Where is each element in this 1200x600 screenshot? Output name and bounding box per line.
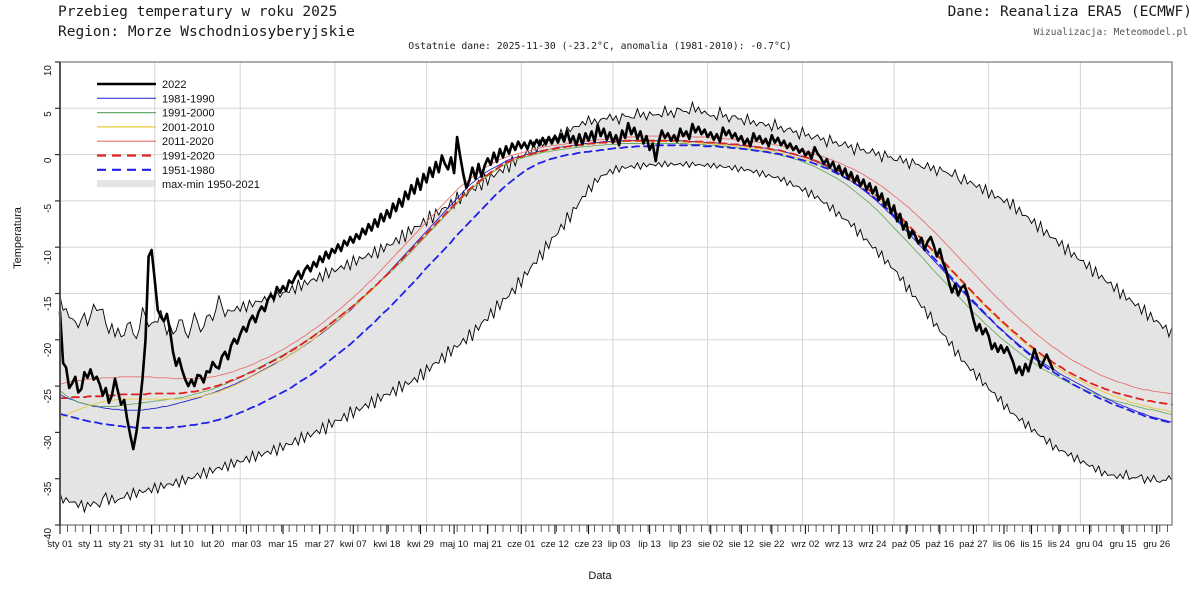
band-min-edge bbox=[59, 160, 1173, 514]
visualization-label: Wizualizacja: Meteomodel.pl bbox=[1033, 27, 1188, 38]
x-tick-label: sie 22 bbox=[759, 539, 784, 550]
x-tick-label: mar 27 bbox=[305, 539, 335, 550]
x-tick-label: paź 05 bbox=[892, 539, 921, 550]
x-tick-label: sie 02 bbox=[698, 539, 723, 550]
x-tick-label: wrz 13 bbox=[824, 539, 853, 550]
x-axis-ticks: sty 01 sty 11 sty 21 sty 31 lut 10 lut 20 mar … bbox=[47, 525, 1170, 550]
legend-label: 1991-2020 bbox=[162, 151, 215, 163]
x-tick-label: paź 16 bbox=[926, 539, 955, 550]
legend: 2022 1981-1990 1991-2000 2001-2010 2011-2020… bbox=[97, 79, 260, 191]
legend-label: 1991-2000 bbox=[162, 108, 215, 120]
y-tick-label: -20 bbox=[43, 342, 54, 357]
series-line-1951-1980 bbox=[59, 144, 1173, 429]
x-tick-label: mar 03 bbox=[232, 539, 262, 550]
x-tick-label: cze 23 bbox=[575, 539, 603, 550]
x-tick-label: lis 06 bbox=[993, 539, 1015, 550]
legend-label: 2001-2010 bbox=[162, 122, 215, 134]
legend-label: 2011-2020 bbox=[162, 136, 214, 148]
chart-title-line2: Region: Morze Wschodniosyberyjskie bbox=[58, 24, 355, 40]
legend-label: 1951-1980 bbox=[162, 165, 215, 177]
x-tick-label: gru 26 bbox=[1143, 539, 1170, 550]
x-tick-label: lis 24 bbox=[1048, 539, 1070, 550]
x-tick-label: wrz 24 bbox=[858, 539, 887, 550]
x-tick-label: mar 15 bbox=[268, 539, 298, 550]
x-tick-label: sty 11 bbox=[78, 539, 103, 550]
x-tick-label: lut 10 bbox=[171, 539, 194, 550]
y-tick-label: -10 bbox=[43, 250, 54, 265]
legend-label: 2022 bbox=[162, 79, 186, 91]
series-line-2022 bbox=[58, 121, 1055, 451]
x-tick-label: kwi 07 bbox=[340, 539, 367, 550]
x-tick-label: gru 15 bbox=[1110, 539, 1137, 550]
band-max-edge bbox=[59, 100, 1173, 340]
x-tick-label: gru 04 bbox=[1076, 539, 1103, 550]
y-tick-label: -35 bbox=[43, 481, 54, 496]
x-tick-label: sie 12 bbox=[729, 539, 754, 550]
x-tick-label: cze 12 bbox=[541, 539, 569, 550]
legend-label: 1981-1990 bbox=[162, 93, 215, 105]
x-tick-label: paź 27 bbox=[959, 539, 988, 550]
x-tick-label: lip 23 bbox=[669, 539, 692, 550]
x-tick-label: kwi 29 bbox=[407, 539, 434, 550]
data-source-label: Dane: Reanaliza ERA5 (ECMWF) bbox=[947, 4, 1192, 20]
legend-swatch-band bbox=[97, 180, 156, 188]
y-tick-label: 0 bbox=[43, 157, 54, 163]
chart-title-line1: Przebieg temperatury w roku 2025 bbox=[58, 4, 338, 20]
series-line-1991-2020 bbox=[59, 139, 1173, 406]
x-tick-label: lut 20 bbox=[201, 539, 224, 550]
legend-label: max-min 1950-2021 bbox=[162, 179, 260, 191]
x-tick-label: maj 21 bbox=[473, 539, 502, 550]
y-tick-label: 5 bbox=[43, 111, 54, 117]
x-tick-label: wrz 02 bbox=[790, 539, 819, 550]
x-tick-label: sty 21 bbox=[108, 539, 133, 550]
y-tick-label: -30 bbox=[43, 435, 54, 450]
x-tick-label: kwi 18 bbox=[373, 539, 400, 550]
x-tick-label: sty 31 bbox=[139, 539, 164, 550]
x-tick-label: lis 15 bbox=[1020, 539, 1042, 550]
y-tick-label: -40 bbox=[43, 528, 54, 543]
x-tick-label: maj 10 bbox=[440, 539, 469, 550]
x-tick-label: lip 13 bbox=[638, 539, 661, 550]
y-tick-label: -5 bbox=[43, 203, 54, 212]
x-tick-label: lip 03 bbox=[608, 539, 631, 550]
y-tick-label: 10 bbox=[43, 65, 54, 77]
x-axis-title: Data bbox=[588, 570, 612, 582]
x-tick-label: sty 01 bbox=[47, 539, 72, 550]
x-tick-label: cze 01 bbox=[507, 539, 535, 550]
y-tick-label: -15 bbox=[43, 296, 54, 311]
x-axis-minor-ticks bbox=[59, 525, 1168, 532]
chart-subtitle: Ostatnie dane: 2025-11-30 (-23.2°C, anom… bbox=[408, 41, 792, 52]
y-tick-label: -25 bbox=[43, 389, 54, 404]
series-line-1991-2000 bbox=[59, 143, 1173, 416]
y-axis-ticks: 10 5 0 -5 -10 -15 -20 -25 -30 -35 -40 bbox=[43, 61, 60, 543]
